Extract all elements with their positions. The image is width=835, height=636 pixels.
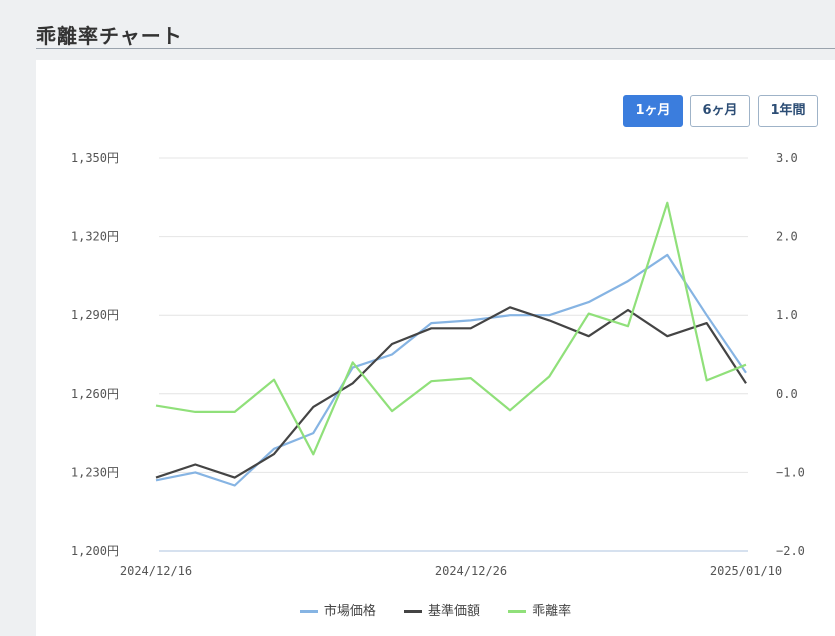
y-left-tick-label: 1,260円 <box>71 387 119 401</box>
chart-legend: 市場価格 基準価額 乖離率 <box>36 600 835 619</box>
section-header: 乖離率チャート <box>36 18 835 49</box>
series-line-deviation <box>155 201 747 456</box>
page-title: 乖離率チャート <box>36 24 183 48</box>
y-left-tick-label: 1,200円 <box>71 544 119 558</box>
y-right-tick-label: 2.0 <box>776 230 798 244</box>
y-right-tick-label: 3.0 <box>776 151 798 165</box>
legend-label-market: 市場価格 <box>323 604 376 619</box>
legend-label-deviation: 乖離率 <box>532 604 572 619</box>
range-6m-button[interactable]: 6ヶ月 <box>690 95 750 127</box>
legend-item-nav[interactable]: 基準価額 <box>403 600 480 619</box>
x-tick-label: 2025/01/10 <box>710 564 782 578</box>
deviation-chart: 1,200円 1,230円 1,260円 1,290円 1,320円 1,350円 −2.0… <box>71 151 805 578</box>
y-right-tick-label: 0.0 <box>776 387 798 401</box>
chart-card: 1ヶ月 6ヶ月 1年間 1,200円 1,230円 1,260円 1,290円 1,32… <box>36 60 835 636</box>
legend-item-market[interactable]: 市場価格 <box>299 600 376 619</box>
series-line-market <box>155 253 747 487</box>
y-left-tick-label: 1,350円 <box>71 151 119 165</box>
y-right-tick-label: −2.0 <box>776 544 805 558</box>
y-left-tick-label: 1,320円 <box>71 230 119 244</box>
y-left-tick-label: 1,230円 <box>71 465 119 479</box>
legend-item-deviation[interactable]: 乖離率 <box>508 600 571 619</box>
legend-swatch-nav <box>403 610 422 613</box>
x-tick-label: 2024/12/16 <box>120 564 192 578</box>
range-1y-button[interactable]: 1年間 <box>758 95 818 127</box>
y-left-tick-label: 1,290円 <box>71 308 119 322</box>
range-1m-button[interactable]: 1ヶ月 <box>623 95 683 127</box>
series-line-nav <box>155 306 747 479</box>
legend-swatch-market <box>299 610 318 613</box>
legend-label-nav: 基準価額 <box>427 604 480 619</box>
y-right-tick-label: −1.0 <box>776 465 805 479</box>
x-tick-label: 2024/12/26 <box>435 564 507 578</box>
y-right-tick-label: 1.0 <box>776 308 798 322</box>
legend-swatch-deviation <box>508 610 527 613</box>
